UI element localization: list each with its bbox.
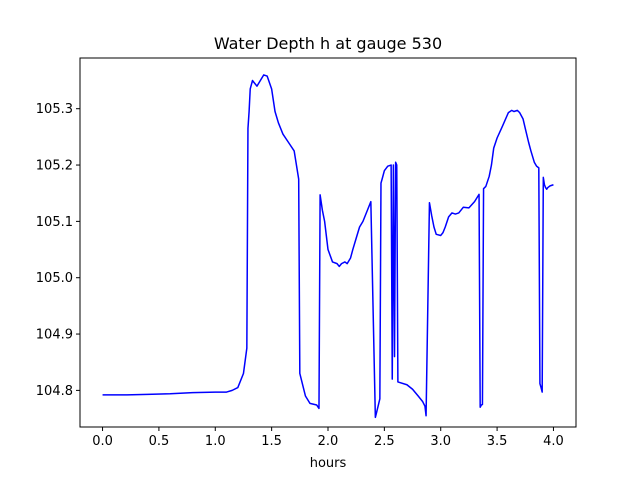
series-line (102, 74, 554, 419)
y-tick-label: 105.0 (36, 271, 73, 286)
y-tick-label: 105.2 (36, 159, 73, 174)
x-axis-label: hours (310, 456, 347, 471)
x-tick-label: 0.5 (149, 434, 170, 449)
x-axis: 0.0 0.5 1.0 1.5 2.0 2.5 3.0 3.5 4.0 (92, 427, 564, 449)
plot-area (80, 58, 576, 427)
x-tick-label: 0.0 (92, 434, 113, 449)
x-tick-label: 2.5 (374, 434, 395, 449)
y-tick-label: 104.9 (36, 328, 73, 343)
x-tick-label: 1.5 (261, 434, 282, 449)
x-tick-label: 1.0 (205, 434, 226, 449)
x-tick-label: 2.0 (318, 434, 339, 449)
series-layer (102, 74, 554, 419)
x-tick-label: 4.0 (543, 434, 564, 449)
x-tick-label: 3.0 (430, 434, 451, 449)
y-tick-label: 105.1 (36, 215, 73, 230)
chart-title: Water Depth h at gauge 530 (214, 34, 442, 53)
y-tick-label: 105.3 (36, 102, 73, 117)
y-axis: 104.8 104.9 105.0 105.1 105.2 105.3 (36, 102, 80, 399)
y-tick-label: 104.8 (36, 384, 73, 399)
x-tick-label: 3.5 (487, 434, 508, 449)
